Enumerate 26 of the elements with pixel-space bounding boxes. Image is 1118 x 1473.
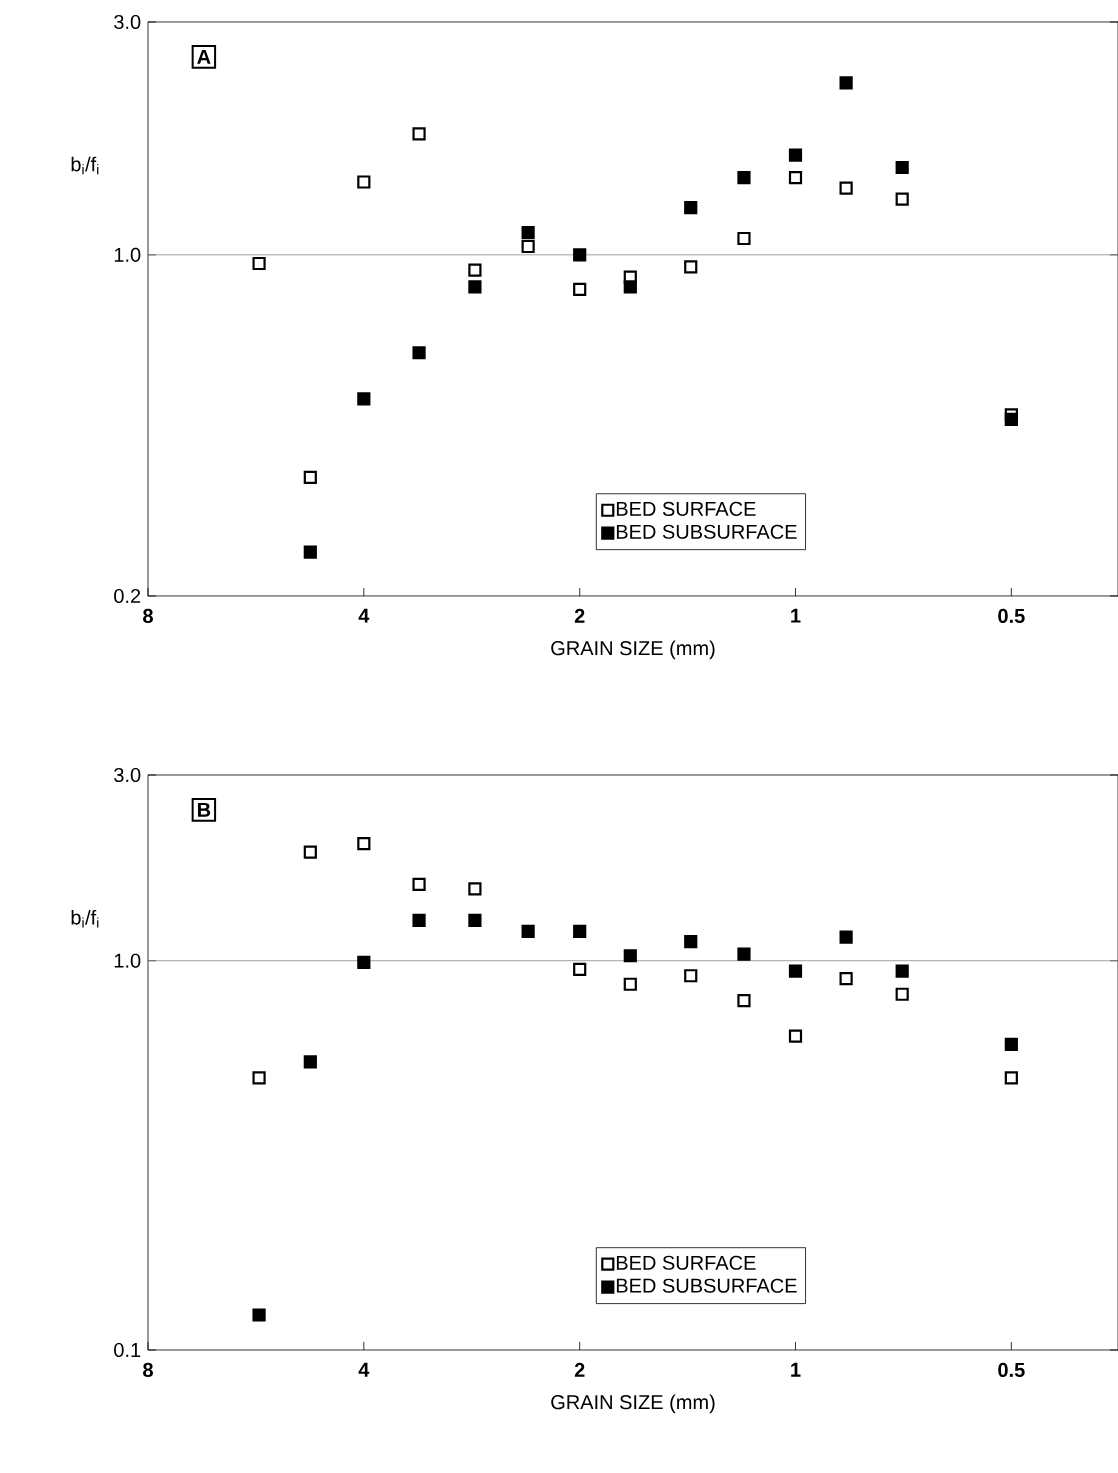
legend-label: BED SURFACE <box>616 1255 756 1270</box>
x-tick-label: 0.5 <box>998 1362 1025 1378</box>
x-tick-label: 2 <box>574 608 585 623</box>
x-tick-label: 8 <box>143 1362 153 1378</box>
x-axis-title: GRAIN SIZE (mm) <box>551 640 715 660</box>
y-tick-label: 3.0 <box>114 14 141 30</box>
annotation: B <box>197 802 211 817</box>
y-tick-label: 0.2 <box>114 588 141 604</box>
x-tick-label: 4 <box>358 1362 370 1377</box>
legend-label: BED SUBSURFACE <box>616 1278 797 1293</box>
x-tick-label: 2 <box>574 1362 585 1377</box>
y-tick-label: 0.1 <box>114 1342 141 1358</box>
x-tick-label: 0.5 <box>998 608 1025 624</box>
y-tick-label: 1.0 <box>114 247 141 262</box>
x-tick-label: 1 <box>791 1362 801 1377</box>
x-tick-label: 1 <box>791 608 801 623</box>
y-axis-title: b$_{i}$/f$_{i}$ <box>71 909 99 928</box>
annotation: A <box>197 49 211 64</box>
x-tick-label: 4 <box>358 608 370 623</box>
x-tick-label: 8 <box>143 608 153 624</box>
legend-label: BED SUBSURFACE <box>616 524 797 539</box>
y-axis-title: b$_{i}$/f$_{i}$ <box>71 156 99 175</box>
y-tick-label: 1.0 <box>114 953 141 968</box>
x-axis-title: GRAIN SIZE (mm) <box>551 1394 715 1414</box>
y-tick-label: 3.0 <box>114 767 141 783</box>
legend-label: BED SURFACE <box>616 501 756 516</box>
